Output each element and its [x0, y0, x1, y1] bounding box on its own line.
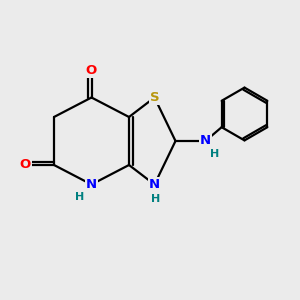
Text: N: N	[149, 178, 160, 191]
Text: H: H	[152, 194, 160, 204]
Text: N: N	[86, 178, 97, 191]
Text: O: O	[86, 64, 97, 77]
Text: S: S	[150, 91, 159, 104]
Text: H: H	[210, 148, 219, 159]
Text: O: O	[20, 158, 31, 172]
Text: N: N	[200, 134, 211, 148]
Text: H: H	[76, 192, 85, 202]
